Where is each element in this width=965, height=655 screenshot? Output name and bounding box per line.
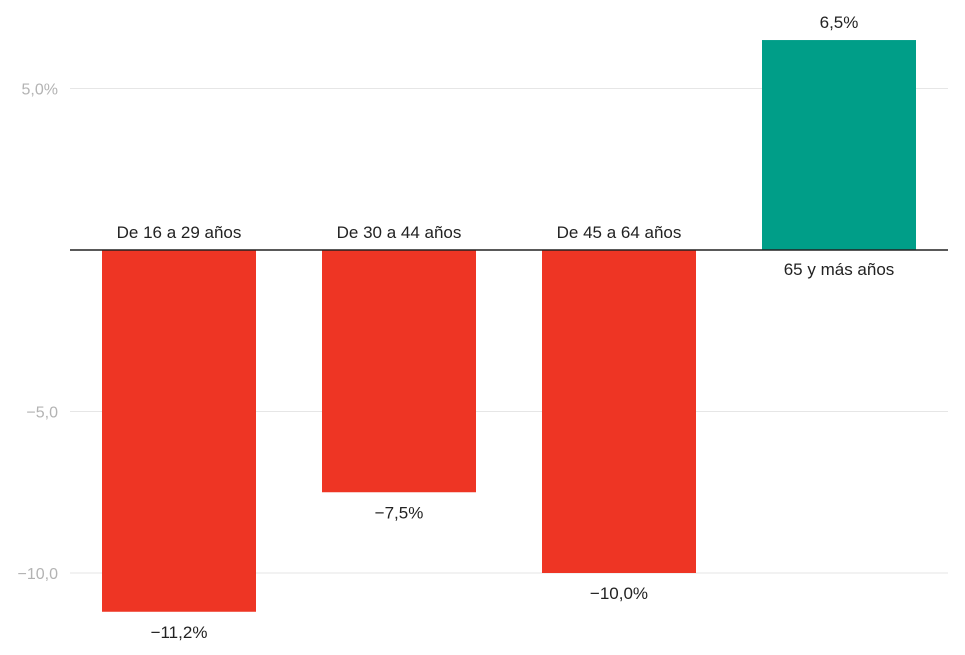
y-tick-label: −10,0 <box>18 566 59 583</box>
bar <box>102 250 256 612</box>
bar <box>762 40 916 250</box>
category-label: De 30 a 44 años <box>337 223 462 242</box>
value-label: −11,2% <box>151 623 208 642</box>
bar <box>542 250 696 573</box>
category-label: De 45 a 64 años <box>557 223 682 242</box>
y-axis-ticks: 5,0% −5,0 −10,0 <box>18 82 59 584</box>
y-tick-label: 5,0% <box>22 82 58 99</box>
bars <box>102 40 916 612</box>
value-label: −7,5% <box>375 503 424 522</box>
y-tick-label: −5,0 <box>26 405 58 422</box>
category-label: De 16 a 29 años <box>117 223 242 242</box>
value-label: 6,5% <box>820 13 859 32</box>
bar <box>322 250 476 493</box>
category-label: 65 y más años <box>784 260 895 279</box>
value-label: −10,0% <box>590 584 648 603</box>
labels: De 16 a 29 años −11,2% De 30 a 44 años −7,5… <box>117 13 895 642</box>
